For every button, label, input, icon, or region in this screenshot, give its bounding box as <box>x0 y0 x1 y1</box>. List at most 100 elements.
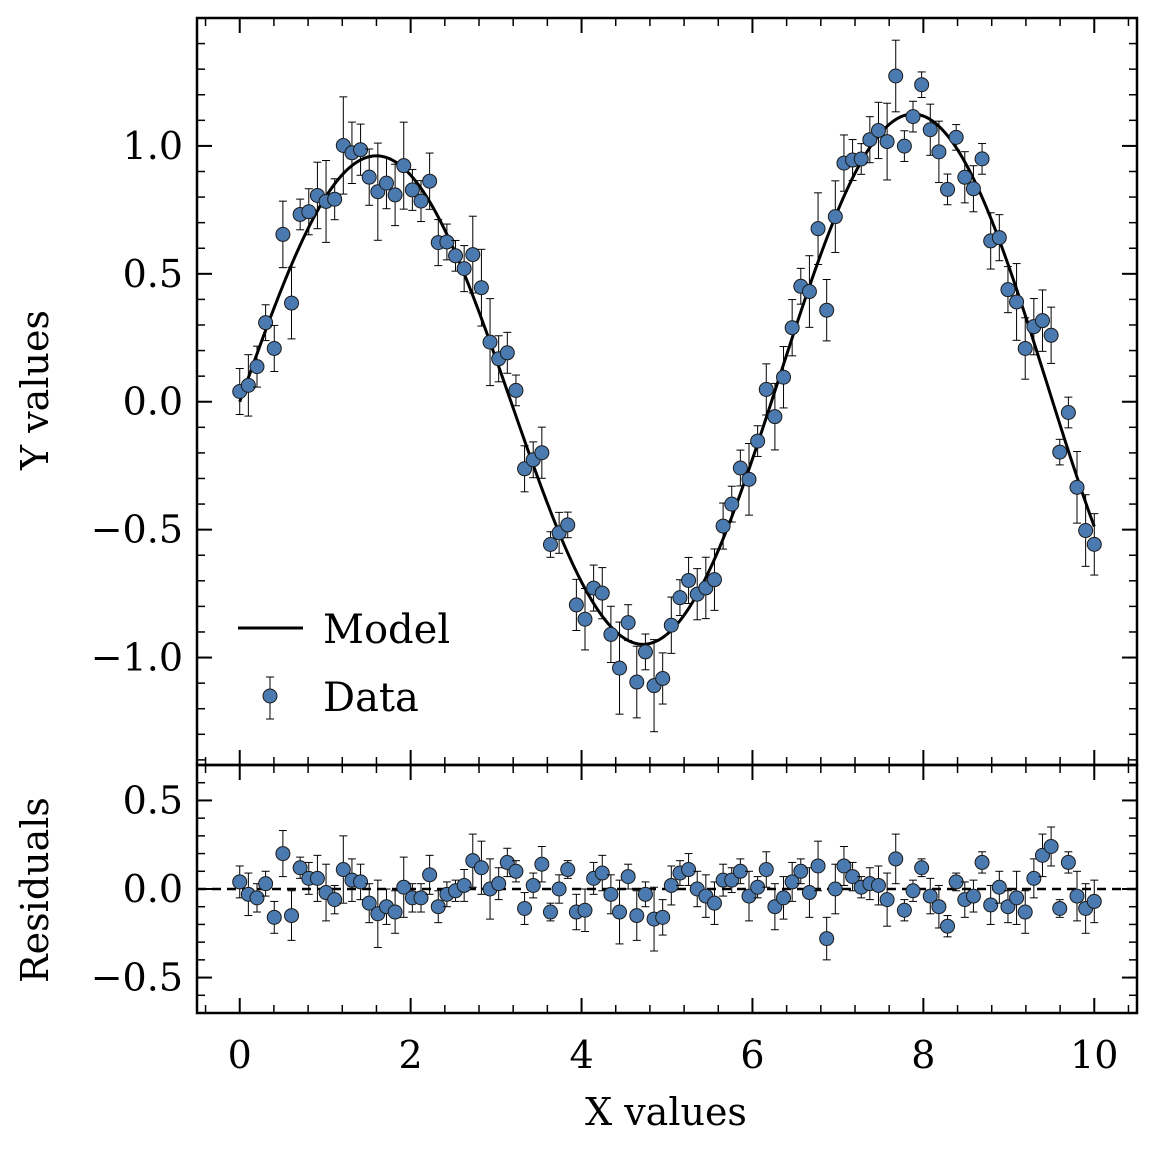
data-point <box>1009 263 1025 341</box>
residual-point <box>603 874 619 915</box>
data-marker <box>396 158 412 174</box>
data-marker <box>249 359 265 375</box>
data-point <box>862 116 878 164</box>
data-point <box>810 192 826 265</box>
data-point <box>353 123 369 176</box>
residual-marker <box>819 931 835 947</box>
data-marker <box>827 209 843 225</box>
data-marker <box>758 381 774 397</box>
x-tick-label: 0 <box>228 1033 252 1077</box>
data-marker <box>603 626 619 642</box>
residual-point <box>1009 870 1025 925</box>
residual-marker <box>965 888 981 904</box>
residual-point <box>560 860 576 879</box>
residual-point <box>931 884 947 929</box>
residual-point <box>517 892 533 925</box>
residual-point <box>776 876 792 920</box>
data-point <box>948 124 964 151</box>
residual-marker <box>655 909 671 925</box>
residual-marker <box>551 881 567 897</box>
residual-point <box>905 879 921 902</box>
residual-marker <box>1009 890 1025 906</box>
data-point <box>914 71 930 99</box>
residual-point <box>810 840 826 892</box>
data-point <box>672 579 688 617</box>
data-point <box>1060 396 1076 429</box>
residual-marker <box>1060 854 1076 870</box>
data-point <box>448 239 464 272</box>
residual-point <box>612 879 628 945</box>
data-marker <box>1060 404 1076 420</box>
residual-point <box>965 879 981 913</box>
data-marker <box>456 261 472 277</box>
residual-marker <box>542 904 558 920</box>
data-point <box>750 425 766 457</box>
data-marker <box>361 169 377 185</box>
data-point <box>827 180 843 253</box>
data-marker <box>568 597 584 613</box>
residual-marker <box>629 908 645 924</box>
residual-marker <box>603 886 619 902</box>
legend-model-label: Model <box>323 607 450 653</box>
residual-marker <box>888 851 904 867</box>
data-marker <box>1069 479 1085 495</box>
data-marker <box>612 660 628 676</box>
data-marker <box>767 409 783 425</box>
data-point <box>784 299 800 357</box>
residual-marker <box>387 904 403 920</box>
residual-marker <box>327 892 343 908</box>
data-marker <box>258 315 274 331</box>
data-marker <box>327 191 343 207</box>
residual-point <box>594 854 610 892</box>
data-marker <box>499 345 515 361</box>
residual-marker <box>836 858 852 874</box>
residual-marker <box>637 886 653 902</box>
data-marker <box>448 248 464 264</box>
residual-marker <box>612 904 628 920</box>
residual-point <box>577 888 593 933</box>
data-marker <box>914 77 930 93</box>
data-point <box>517 445 533 493</box>
residual-point <box>361 883 377 924</box>
data-marker <box>948 129 964 145</box>
residual-point <box>525 872 541 899</box>
residual-point <box>387 890 403 934</box>
data-point <box>258 304 274 342</box>
residual-point <box>879 872 895 927</box>
residual-point <box>758 851 774 888</box>
residual-marker <box>931 899 947 915</box>
residual-marker <box>801 885 817 901</box>
data-point <box>422 152 438 210</box>
x-tick-label: 4 <box>569 1033 593 1077</box>
data-marker <box>706 572 722 588</box>
data-point <box>361 148 377 206</box>
main-ytick-label: −0.5 <box>91 508 183 552</box>
data-point <box>499 331 515 374</box>
data-marker <box>974 151 990 167</box>
data-marker <box>750 433 766 449</box>
data-point <box>396 121 412 210</box>
data-marker <box>508 382 524 398</box>
residual-point <box>396 856 412 918</box>
data-marker <box>991 230 1007 246</box>
residual-point <box>983 884 999 925</box>
model-line <box>238 112 1096 646</box>
main-panel: −1.0 −0.5 0.0 0.5 1.0 Model Data <box>91 16 1139 767</box>
data-marker <box>965 181 981 197</box>
data-marker <box>534 445 550 461</box>
residual-marker <box>620 869 636 885</box>
residual-marker <box>517 900 533 916</box>
residual-marker <box>577 902 593 918</box>
residual-marker <box>1069 888 1085 904</box>
x-axis-label: X values <box>585 1090 747 1134</box>
residual-point <box>741 870 757 922</box>
residual-point <box>767 883 783 931</box>
residual-marker <box>974 854 990 870</box>
residual-point <box>266 900 282 934</box>
residual-marker <box>793 863 809 879</box>
data-marker <box>1078 523 1094 539</box>
residual-point <box>681 853 697 886</box>
data-point <box>931 120 947 184</box>
data-point <box>940 173 956 206</box>
data-marker <box>473 280 489 296</box>
